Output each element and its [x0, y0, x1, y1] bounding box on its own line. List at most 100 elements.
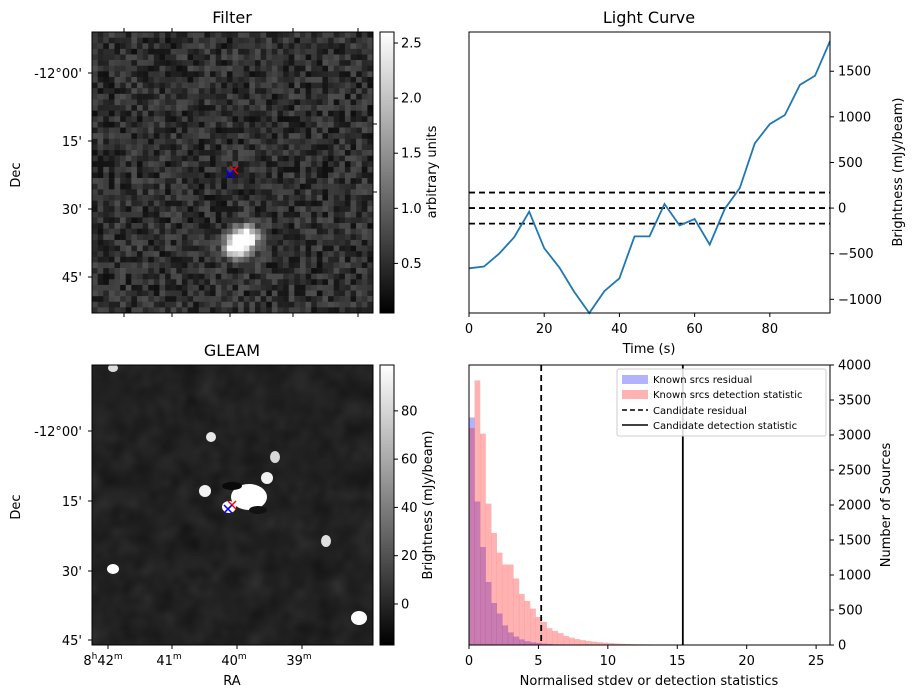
residual-bar	[474, 501, 481, 645]
gleam-ra-tick-1: 41m	[156, 652, 181, 669]
colorbar-tick-label: 80	[401, 404, 418, 419]
histogram-x-tick-label: 5	[534, 654, 542, 669]
gleam-ra-tick-0: 8h42m	[83, 652, 122, 669]
filter-dec-ticks: -12°00' 15' 30' 45'	[34, 67, 92, 286]
histogram-y-tick-label: 3500	[838, 394, 871, 409]
gleam-marker-blue	[223, 504, 233, 514]
colorbar-tick-label: 1.0	[401, 202, 422, 217]
histogram-panel: 0 5 10 15 20 25 0 500 1000 1500 2000 2500 3000 3500 4…	[465, 359, 894, 690]
light-curve-panel: Light Curve 0 20 40 60 80 −1000 −500 0 500 1000 1…	[465, 8, 906, 357]
filter-title: Filter	[212, 8, 252, 27]
gleam-xlabel: RA	[223, 674, 241, 689]
colorbar-tick-label: 1.5	[401, 147, 422, 162]
filter-panel: Filter -12°00' 15' 30' 45' Dec 0.5 1.0 1.5…	[9, 8, 440, 317]
light-curve-y-tick-label: 0	[838, 202, 846, 217]
detection-bar	[591, 641, 597, 645]
gleam-dec-tick-3: 45'	[62, 634, 82, 649]
detection-bar	[585, 640, 592, 645]
detection-bar	[607, 643, 614, 645]
gleam-ylabel: Dec	[9, 494, 24, 519]
legend-swatch-residual	[622, 375, 648, 384]
gleam-colorbar-label: Brightness (mJy/beam)	[421, 431, 436, 580]
colorbar-tick-label: 20	[401, 549, 418, 564]
histogram-x-ticks: 0 5 10 15 20 25	[465, 645, 825, 669]
detection-bar	[491, 533, 497, 645]
residual-bar	[524, 641, 531, 645]
light-curve-x-tick-label: 60	[686, 322, 703, 337]
detection-bar	[507, 564, 514, 645]
filter-dec-tick-3: 45'	[62, 271, 82, 286]
light-curve-y-tick-label: 500	[838, 156, 863, 171]
detection-bar	[574, 639, 581, 645]
colorbar-tick-label: 60	[401, 453, 418, 468]
histogram-legend: Known srcs residual Known srcs detection…	[616, 368, 827, 437]
histogram-y-tick-label: 3000	[838, 429, 871, 444]
colorbar-tick-label: 2.5	[401, 37, 422, 52]
residual-bar	[507, 632, 514, 645]
light-curve-y-tick-label: −1000	[838, 293, 882, 308]
residual-bar	[530, 642, 536, 645]
detection-bar	[530, 608, 536, 645]
detection-bar	[624, 643, 631, 645]
residual-bar	[485, 582, 492, 645]
detection-bar	[496, 552, 503, 645]
light-curve-ylabel: Brightness (mJy/beam)	[891, 98, 906, 247]
gleam-title: GLEAM	[204, 341, 260, 360]
residual-bar	[480, 547, 486, 645]
residual-bar	[491, 603, 497, 645]
histogram-y-ticks: 0 500 1000 1500 2000 2500 3000 3500 4000	[830, 359, 871, 654]
legend-swatch-detection	[622, 390, 648, 399]
histogram-y-tick-label: 1000	[838, 569, 871, 584]
histogram-x-tick-label: 15	[669, 654, 686, 669]
gleam-panel: GLEAM -12°00' 15' 30' 45'	[9, 341, 436, 689]
light-curve-frame	[468, 31, 831, 314]
detection-bar	[596, 642, 603, 645]
filter-colorbar: 0.5 1.0 1.5 2.0 2.5 arbitrary units	[379, 31, 440, 314]
histogram-y-tick-label: 2500	[838, 464, 871, 479]
residual-bar	[546, 643, 553, 645]
histogram-x-tick-label: 25	[808, 654, 825, 669]
residual-bar	[496, 613, 503, 645]
histogram-y-tick-label: 2000	[838, 499, 871, 514]
gleam-ra-tick-3: 39m	[286, 652, 311, 669]
colorbar-tick-label: 40	[401, 501, 418, 516]
detection-bar	[480, 433, 486, 645]
detection-bar	[580, 640, 586, 645]
residual-bar	[502, 625, 509, 645]
gleam-ra-tick-2: 40m	[221, 652, 246, 669]
detection-bar	[602, 642, 609, 645]
detection-bar	[518, 593, 525, 645]
light-curve-x-tick-label: 80	[762, 322, 779, 337]
legend-label-residual: Known srcs residual	[653, 375, 752, 386]
light-curve-x-tick-label: 40	[611, 322, 628, 337]
filter-frame	[91, 31, 374, 314]
filter-dec-tick-0: -12°00'	[34, 67, 82, 82]
histogram-x-tick-label: 10	[600, 654, 617, 669]
light-curve-y-tick-label: 1000	[838, 110, 871, 125]
light-curve-y-tick-label: 1500	[838, 65, 871, 80]
detection-bar	[552, 631, 559, 645]
filter-dec-tick-2: 30'	[62, 203, 82, 218]
detection-bar	[568, 637, 575, 645]
histogram-x-tick-label: 20	[738, 654, 755, 669]
filter-markers	[225, 165, 239, 179]
gleam-dec-tick-1: 15'	[62, 495, 82, 510]
histogram-y-tick-label: 0	[838, 639, 846, 654]
gleam-markers	[223, 500, 237, 514]
gleam-dec-tick-2: 30'	[62, 565, 82, 580]
colorbar-tick-label: 0	[401, 597, 409, 612]
gleam-colorbar: 0 20 40 60 80 Brightness (mJy/beam)	[379, 364, 436, 646]
filter-ra-ticks	[123, 28, 377, 317]
light-curve-x-tick-label: 0	[465, 322, 473, 337]
histogram-bars	[469, 380, 692, 645]
filter-image	[92, 32, 373, 313]
histogram-xlabel: Normalised stdev or detection statistics	[520, 674, 779, 689]
light-curve-y-tick-label: −500	[838, 247, 874, 262]
detection-bar	[535, 617, 542, 645]
filter-dec-tick-1: 15'	[62, 135, 82, 150]
light-curve-title: Light Curve	[603, 8, 695, 27]
legend-label-detection: Known srcs detection statistic	[653, 390, 802, 401]
histogram-y-tick-label: 1500	[838, 534, 871, 549]
detection-bar	[541, 621, 547, 645]
